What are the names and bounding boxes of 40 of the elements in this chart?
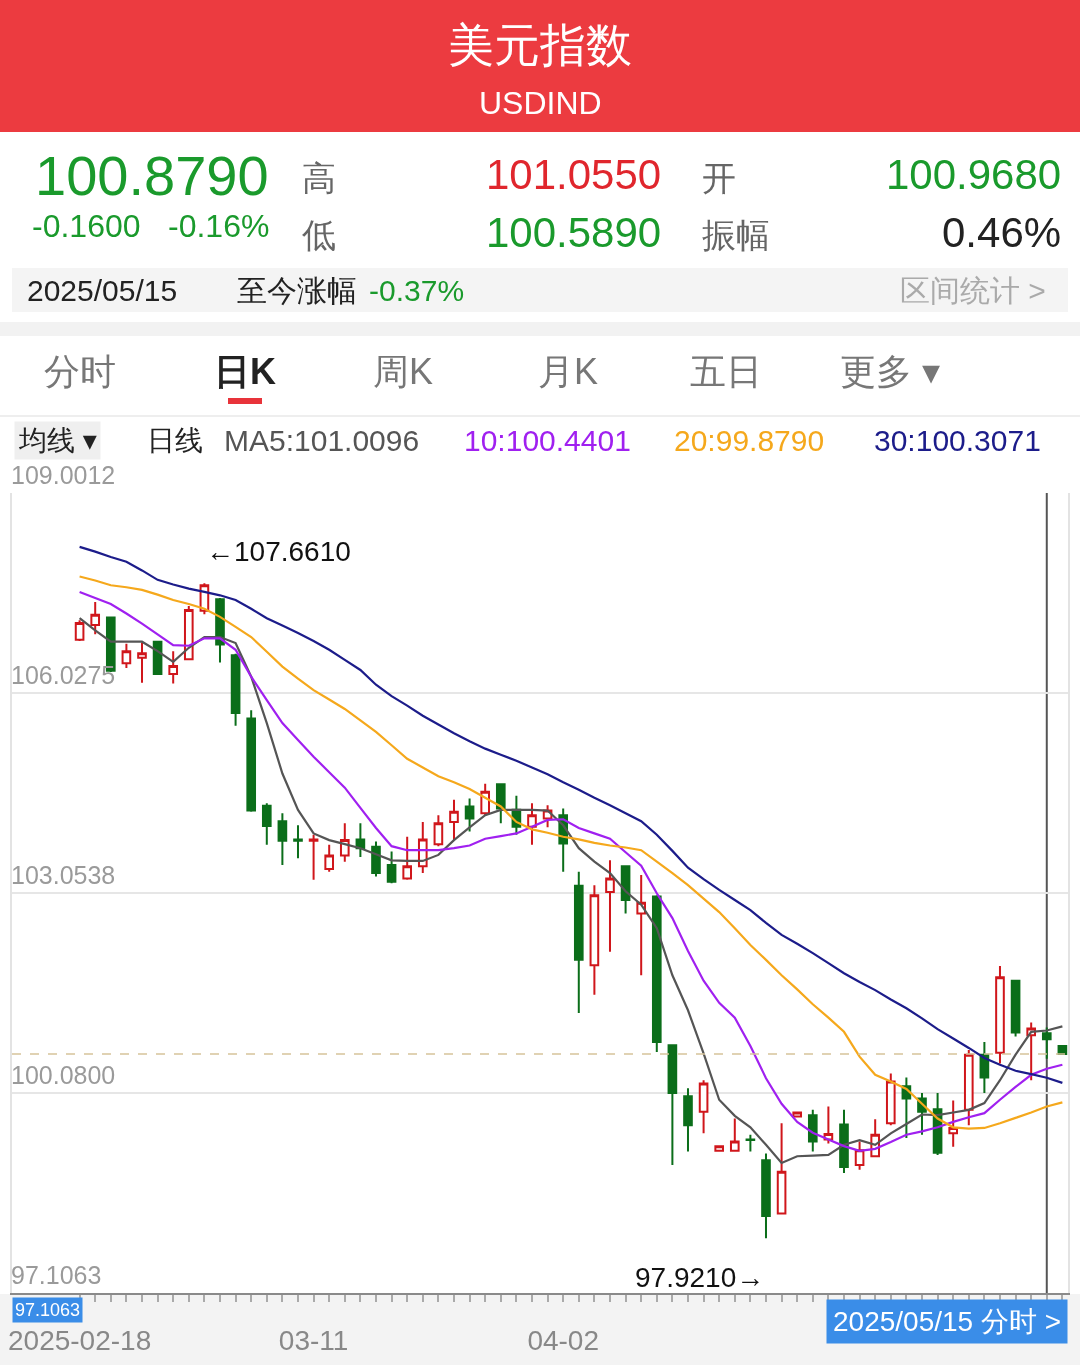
text: 100.5890 bbox=[486, 209, 662, 256]
y-tick-label: 109.0012 bbox=[11, 461, 116, 490]
text: 10:100.4401 bbox=[464, 424, 631, 457]
text: 振幅 bbox=[702, 216, 770, 254]
text: 100.9680 bbox=[886, 151, 1062, 198]
text: 101.0550 bbox=[486, 151, 662, 198]
text: 分时 bbox=[44, 351, 116, 392]
text: 五日 bbox=[690, 351, 762, 392]
x-tick-label: 04-02 bbox=[527, 1324, 599, 1356]
y-tick-label: 106.0275 bbox=[11, 661, 116, 690]
text: 0.46% bbox=[942, 209, 1062, 256]
text: 日线 bbox=[147, 425, 203, 456]
x-tick-label: 03-11 bbox=[278, 1324, 349, 1356]
y-tick-label: 100.0800 bbox=[11, 1061, 116, 1090]
x-tick-label: 2025-02-18 bbox=[7, 1324, 152, 1356]
text: MA5:101.0096 bbox=[224, 424, 420, 457]
text: -0.1600 bbox=[32, 208, 141, 244]
y-tick-label: 103.0538 bbox=[11, 861, 116, 890]
text: 20:99.8790 bbox=[674, 424, 825, 457]
text: 区间统计 > bbox=[900, 274, 1046, 307]
text: -0.16% bbox=[168, 208, 270, 244]
chart-subtitle: USDIND bbox=[479, 85, 602, 121]
text: -0.37% bbox=[369, 274, 465, 307]
annotation: 97.9210→ bbox=[635, 1262, 765, 1293]
text: 开 bbox=[702, 159, 736, 197]
text: 100.8790 bbox=[35, 144, 269, 207]
text: 2025/05/15 bbox=[27, 274, 178, 307]
text: 2025/05/15 分时 > bbox=[833, 1306, 1062, 1337]
y-tick-label: 97.1063 bbox=[11, 1261, 102, 1290]
chart-title: 美元指数 bbox=[448, 19, 632, 72]
annotation: ←107.6610 bbox=[206, 536, 351, 567]
text: 月K bbox=[538, 351, 599, 392]
text: 更多 ▾ bbox=[840, 351, 941, 392]
text: 30:100.3071 bbox=[874, 424, 1041, 457]
text: 周K bbox=[373, 351, 434, 392]
text: 日K bbox=[214, 351, 276, 392]
text: 均线 ▾ bbox=[18, 425, 97, 456]
text: 高 bbox=[302, 159, 336, 197]
text: 低 bbox=[302, 216, 336, 254]
text: 至今涨幅 bbox=[237, 274, 357, 307]
